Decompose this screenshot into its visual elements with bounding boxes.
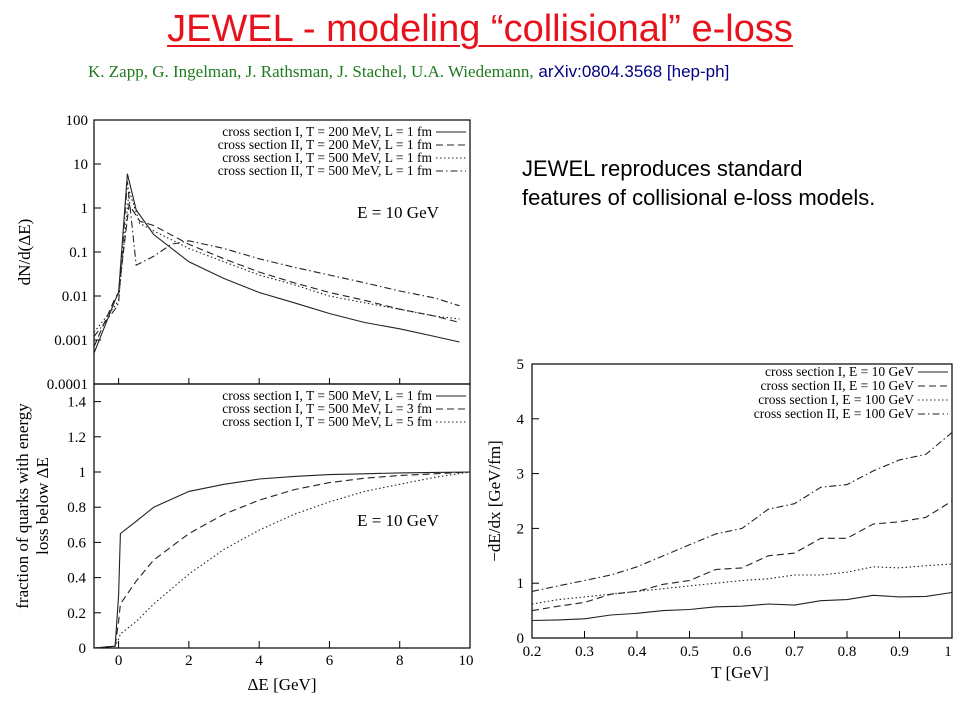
chart2-xtick-label-2: 2 [185,653,193,669]
chart1-legend-label-1: cross section I, T = 200 MeV, L = 1 fm [222,124,432,139]
chart1-legend-label-3: cross section I, T = 500 MeV, L = 1 fm [222,150,432,165]
chart1-ytick-label-1: 100 [66,113,89,129]
chart3-series-2-line [531,500,953,612]
chart1-legend-label-4: cross section II, T = 500 MeV, L = 1 fm [218,163,433,178]
chart2-ytick-label-6: 1 [79,465,87,481]
chart2-series-3-line [93,471,471,649]
chart3-ytick-label-4: 3 [517,467,525,483]
chart3-xtick-label-8: 0.9 [890,644,909,660]
chart2-ytick-label-3: 0.4 [67,571,86,587]
chart2-xlabel: ΔE [GeV] [248,675,317,694]
chart1-ytick-label-5: 0.01 [62,289,88,305]
chart3-series-4-line [531,432,953,592]
author-line: K. Zapp, G. Ingelman, J. Rathsman, J. St… [88,62,729,82]
chart3-xtick-label-9: 1 [944,644,952,660]
chart2-ylabel-line-1: fraction of quarks with energy [13,403,32,609]
chart1-legend-label-2: cross section II, T = 200 MeV, L = 1 fm [218,137,433,152]
chart2-ylabel-line-2: loss below ΔE [33,457,52,555]
author-names: K. Zapp, G. Ingelman, J. Rathsman, J. St… [88,62,534,81]
chart1-ylabel: dN/d(ΔE) [15,219,34,286]
chart3-xtick-label-7: 0.8 [838,644,857,660]
chart2-xtick-label-5: 8 [396,653,404,669]
chart3-ytick-label-5: 4 [517,412,525,428]
slide-title: JEWEL - modeling “collisional” e-loss [167,8,793,50]
chart2-ytick-label-8: 1.4 [67,395,86,411]
chart1-series-4-line [93,181,460,337]
chart3-xtick-label-4: 0.5 [680,644,699,660]
chart3-ytick-label-1: 0 [517,631,525,647]
chart3-xtick-label-3: 0.4 [628,644,647,660]
chart2-series-2-line [93,471,471,649]
chart1-annotation: E = 10 GeV [357,203,440,222]
chart1-ytick-label-7: 0.0001 [47,377,88,393]
chart2-xtick-label-6: 10 [459,653,474,669]
description-text: JEWEL reproduces standard features of co… [522,156,876,210]
chart3-ytick-label-3: 2 [517,521,525,537]
chart2-ytick-label-7: 1.2 [67,430,86,446]
chart3-xtick-label-6: 0.7 [785,644,804,660]
chart3-xtick-label-5: 0.6 [733,644,752,660]
chart2-series-1-line [93,471,471,649]
chart3-legend-label-2: cross section II, E = 10 GeV [761,378,915,393]
chart3-xtick-label-2: 0.3 [575,644,594,660]
chart3-ylabel: −dE/dx [GeV/fm] [485,440,504,561]
chart2-legend-label-2: cross section I, T = 500 MeV, L = 3 fm [222,401,432,416]
chart1-series-1-line [93,173,460,354]
chart2-xtick-label-4: 6 [326,653,334,669]
chart2-ytick-label-4: 0.6 [67,535,86,551]
chart3-xtick-label-1: 0.2 [523,644,542,660]
chart1-ytick-label-6: 0.001 [54,333,88,349]
chart2-legend-label-3: cross section I, T = 500 MeV, L = 5 fm [222,414,432,429]
chart2-ytick-label-1: 0 [79,641,87,657]
chart1-series-2-line [93,202,460,348]
chart3-legend-label-3: cross section I, E = 100 GeV [758,392,914,407]
chart2-annotation: E = 10 GeV [357,511,440,530]
chart2-xtick-label-3: 4 [255,653,263,669]
chart2-ytick-label-2: 0.2 [67,606,86,622]
chart2-frame [93,383,471,649]
chart2-xtick-label-1: 0 [115,653,123,669]
chart1-ytick-label-2: 10 [73,157,88,173]
chart1-series-3-line [93,190,460,333]
chart3-ytick-label-6: 5 [517,357,525,373]
chart3-series-3-line [531,563,953,605]
chart3-series-1-line [531,591,953,622]
chart1-ytick-label-3: 1 [81,201,89,217]
arxiv-reference: arXiv:0804.3568 [hep-ph] [538,62,730,81]
chart2-ytick-label-5: 0.8 [67,500,86,516]
chart3-ytick-label-2: 1 [517,576,525,592]
chart3-legend-label-4: cross section II, E = 100 GeV [754,406,914,421]
chart3-legend-label-1: cross section I, E = 10 GeV [765,364,914,379]
chart3-xlabel: T [GeV] [711,663,769,682]
chart2-legend-label-1: cross section I, T = 500 MeV, L = 1 fm [222,388,432,403]
chart1-ytick-label-4: 0.1 [69,245,88,261]
